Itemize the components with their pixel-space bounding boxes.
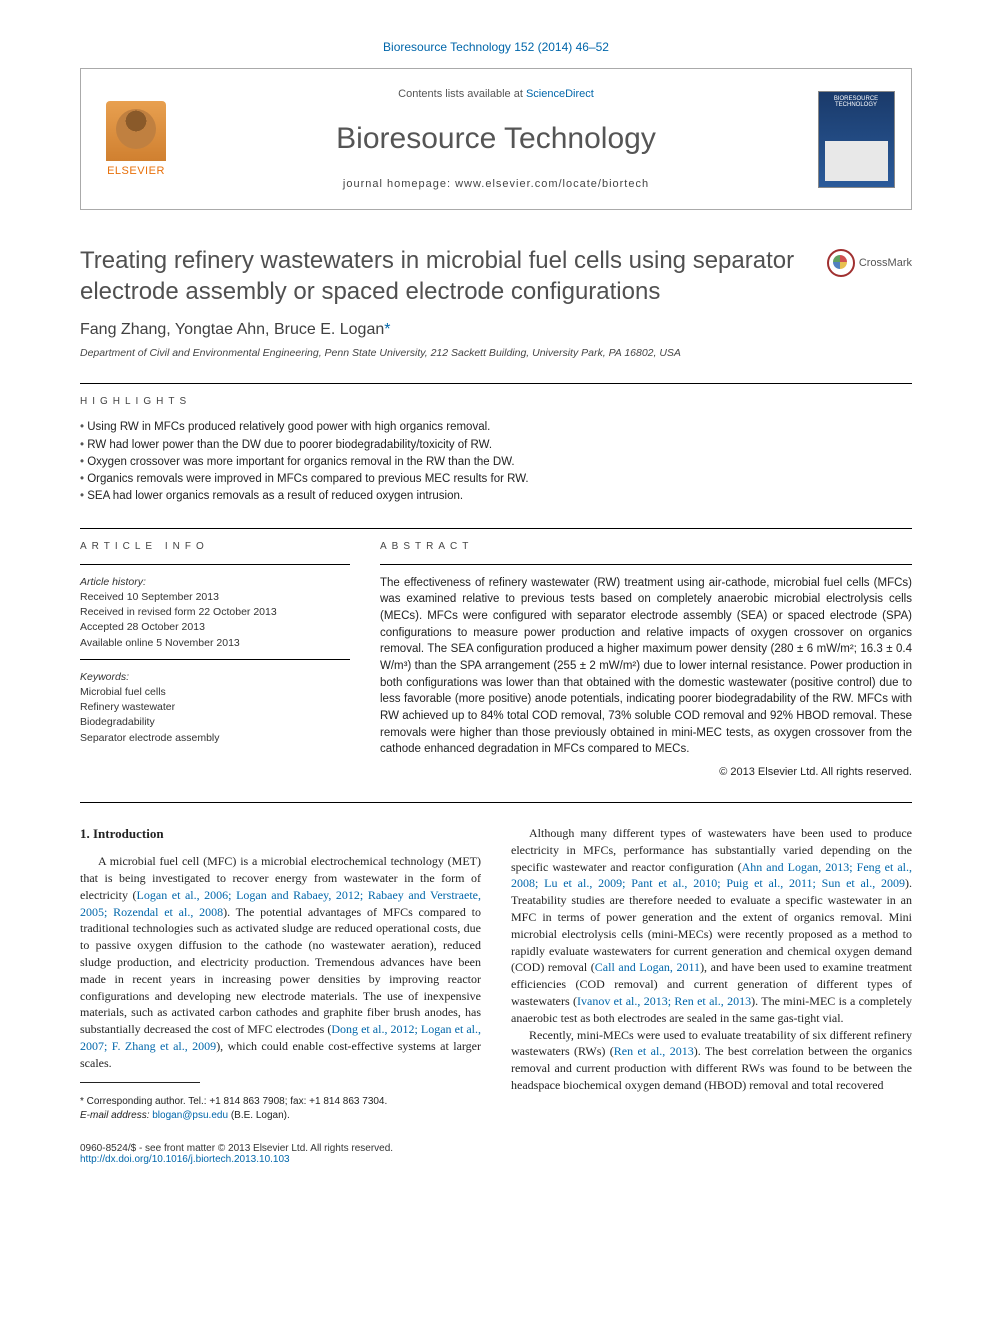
citation-link[interactable]: Call and Logan, 2011 [595,960,700,974]
history-line: Received 10 September 2013 [80,590,350,605]
abstract-copyright: © 2013 Elsevier Ltd. All rights reserved… [380,766,912,778]
journal-homepage-line: journal homepage: www.elsevier.com/locat… [191,178,801,190]
history-line: Received in revised form 22 October 2013 [80,605,350,620]
doi-link[interactable]: http://dx.doi.org/10.1016/j.biortech.201… [80,1154,290,1165]
footnote-separator [80,1082,200,1083]
journal-header-center: Contents lists available at ScienceDirec… [191,69,801,209]
intro-text: ). The potential advantages of MFCs comp… [80,905,481,1037]
article-info-column: ARTICLE INFO Article history: Received 1… [80,541,350,778]
intro-paragraph-3: Recently, mini-MECs were used to evaluat… [511,1027,912,1094]
cover-label: BIORESOURCE TECHNOLOGY [823,96,890,108]
intro-heading: 1. Introduction [80,825,481,843]
rule-above-info [80,528,912,529]
corresponding-email[interactable]: blogan@psu.edu [152,1110,228,1121]
history-line: Available online 5 November 2013 [80,636,350,651]
highlight-item: SEA had lower organics removals as a res… [80,488,912,505]
keyword: Refinery wastewater [80,700,350,715]
corresponding-author-footnote: * Corresponding author. Tel.: +1 814 863… [80,1095,481,1123]
crossmark-icon [827,249,855,277]
corresponding-marker: * [384,321,390,338]
email-suffix: (B.E. Logan). [231,1110,290,1121]
homepage-prefix: journal homepage: [343,178,455,190]
citation-link[interactable]: Ivanov et al., 2013; Ren et al., 2013 [577,994,751,1008]
highlight-item: RW had lower power than the DW due to po… [80,437,912,454]
keywords-label: Keywords: [80,670,350,685]
keyword: Biodegradability [80,715,350,730]
article-title: Treating refinery wastewaters in microbi… [80,245,807,307]
sciencedirect-link[interactable]: ScienceDirect [526,88,594,100]
citation-link[interactable]: Ren et al., 2013 [614,1044,694,1058]
contents-lists-line: Contents lists available at ScienceDirec… [191,88,801,100]
publisher-label: ELSEVIER [107,165,165,177]
info-rule-1 [80,564,350,565]
article-history-block: Article history: Received 10 September 2… [80,575,350,651]
keyword: Microbial fuel cells [80,685,350,700]
citation-line: Bioresource Technology 152 (2014) 46–52 [80,40,912,54]
crossmark-label: CrossMark [859,257,912,269]
intro-paragraph-1: A microbial fuel cell (MFC) is a microbi… [80,853,481,1071]
intro-paragraph-2: Although many different types of wastewa… [511,825,912,1027]
history-line: Accepted 28 October 2013 [80,620,350,635]
abstract-text: The effectiveness of refinery wastewater… [380,575,912,758]
journal-header-box: ELSEVIER Contents lists available at Sci… [80,68,912,210]
crossmark-badge[interactable]: CrossMark [827,249,912,277]
abstract-rule [380,564,912,565]
keyword: Separator electrode assembly [80,731,350,746]
highlights-list: Using RW in MFCs produced relatively goo… [80,419,912,505]
publisher-logo-block: ELSEVIER [81,69,191,209]
page-footer: 0960-8524/$ - see front matter © 2013 El… [80,1139,912,1165]
rule-above-body [80,802,912,803]
highlights-label: HIGHLIGHTS [80,396,912,407]
journal-cover-block: BIORESOURCE TECHNOLOGY [801,69,911,209]
contents-prefix: Contents lists available at [398,88,526,100]
issn-line: 0960-8524/$ - see front matter © 2013 El… [80,1143,912,1154]
article-info-label: ARTICLE INFO [80,541,350,552]
email-label: E-mail address: [80,1110,149,1121]
elsevier-tree-icon [106,101,166,161]
body-two-column: 1. Introduction A microbial fuel cell (M… [80,825,912,1123]
info-rule-2 [80,659,350,660]
journal-cover-thumb: BIORESOURCE TECHNOLOGY [818,91,895,188]
highlight-item: Using RW in MFCs produced relatively goo… [80,419,912,436]
authors-line: Fang Zhang, Yongtae Ahn, Bruce E. Logan* [80,321,912,339]
journal-name: Bioresource Technology [191,122,801,156]
affiliation-line: Department of Civil and Environmental En… [80,347,912,359]
keywords-block: Keywords: Microbial fuel cells Refinery … [80,670,350,746]
rule-above-highlights [80,383,912,384]
highlight-item: Organics removals were improved in MFCs … [80,471,912,488]
highlight-item: Oxygen crossover was more important for … [80,454,912,471]
authors-text: Fang Zhang, Yongtae Ahn, Bruce E. Logan [80,321,384,338]
history-label: Article history: [80,575,350,590]
footnote-corr-line: * Corresponding author. Tel.: +1 814 863… [80,1095,481,1109]
abstract-column: ABSTRACT The effectiveness of refinery w… [380,541,912,778]
homepage-url[interactable]: www.elsevier.com/locate/biortech [455,178,649,190]
abstract-label: ABSTRACT [380,541,912,552]
